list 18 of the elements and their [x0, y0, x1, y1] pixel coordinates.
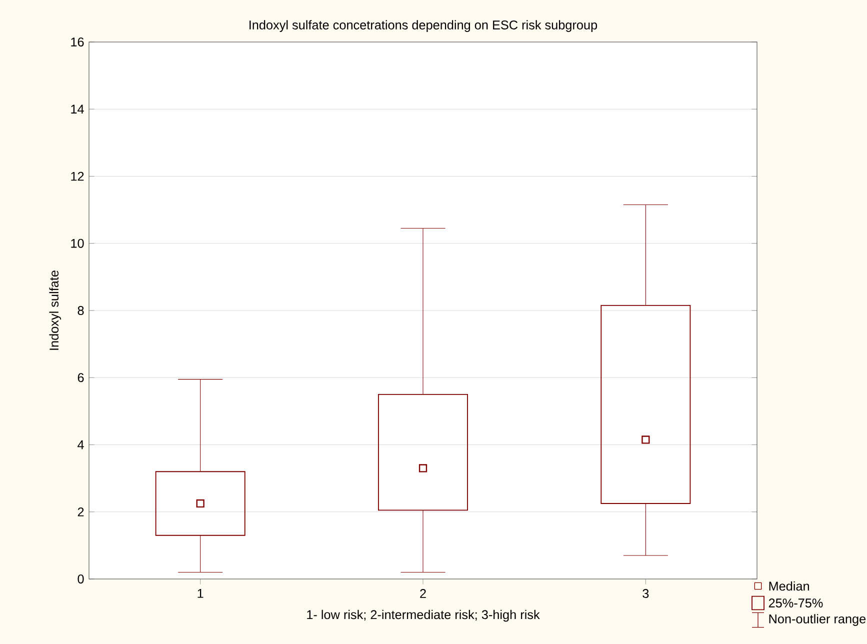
y-tick-label: 0: [78, 574, 84, 584]
text: Non-outlier range: [769, 614, 866, 626]
y-tick-label: 6: [78, 373, 84, 382]
y-tick-label: 16: [71, 38, 84, 46]
y-tick-label: 8: [78, 306, 84, 315]
y-tick-label: 2: [78, 507, 84, 516]
x-tick-label: 2: [420, 589, 426, 598]
text: 25%-75%: [768, 598, 823, 608]
chart-title: Indoxyl sulfate concetrations depending on ESC risk subgroup: [250, 20, 598, 32]
y-tick-label: 4: [78, 440, 84, 450]
x-tick-label: 3: [642, 589, 649, 598]
text: Median: [769, 581, 809, 591]
y-tick-label: 14: [71, 104, 84, 114]
y-tick-label: 12: [71, 172, 84, 181]
x-tick-label: 1: [198, 589, 204, 598]
x-axis-title: 1- low risk; 2-intermediate risk; 3-high risk: [307, 610, 540, 622]
y-axis-title: Indoxyl sulfate: [49, 270, 62, 350]
y-tick-label: 10: [71, 238, 84, 248]
